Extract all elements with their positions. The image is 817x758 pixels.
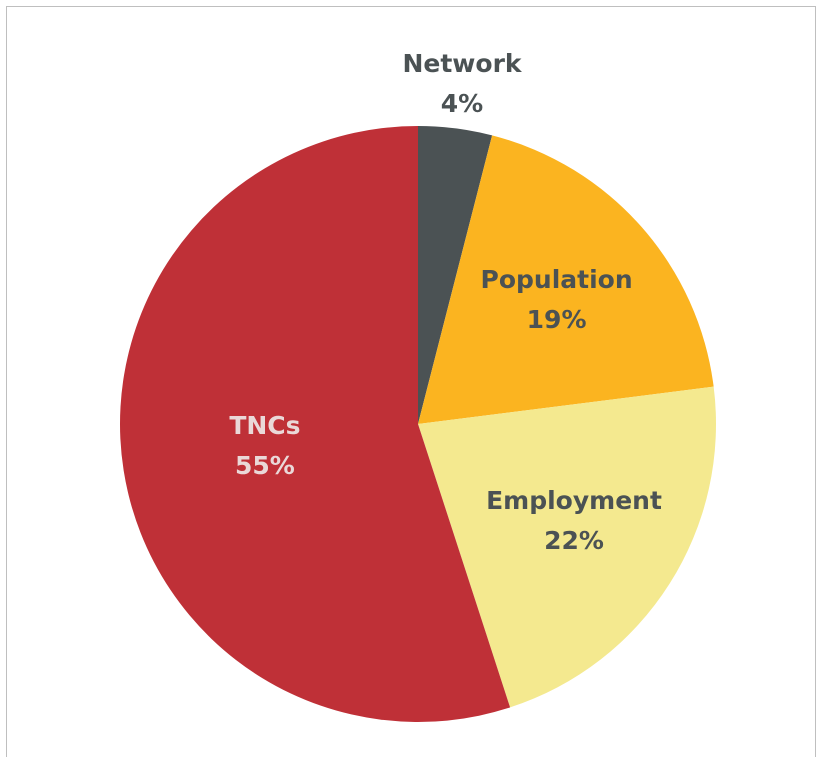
slice-label-network: Network [402, 49, 522, 78]
slice-population [418, 135, 714, 424]
slice-value-network: 4% [441, 89, 483, 118]
chart-frame [6, 6, 816, 757]
slice-value-tncs: 55% [235, 451, 295, 480]
slice-label-population: Population [481, 265, 633, 294]
pie-labels: Network 4% Population 19% Employment 22% TNCs 5… [229, 49, 662, 555]
slice-label-employment: Employment [486, 486, 662, 515]
slice-label-tncs: TNCs [229, 411, 300, 440]
slice-tncs [120, 126, 511, 722]
slice-network [418, 126, 493, 424]
slice-employment [418, 386, 716, 708]
slice-value-employment: 22% [544, 526, 604, 555]
slice-value-population: 19% [527, 305, 587, 334]
pie-slices [120, 126, 716, 722]
